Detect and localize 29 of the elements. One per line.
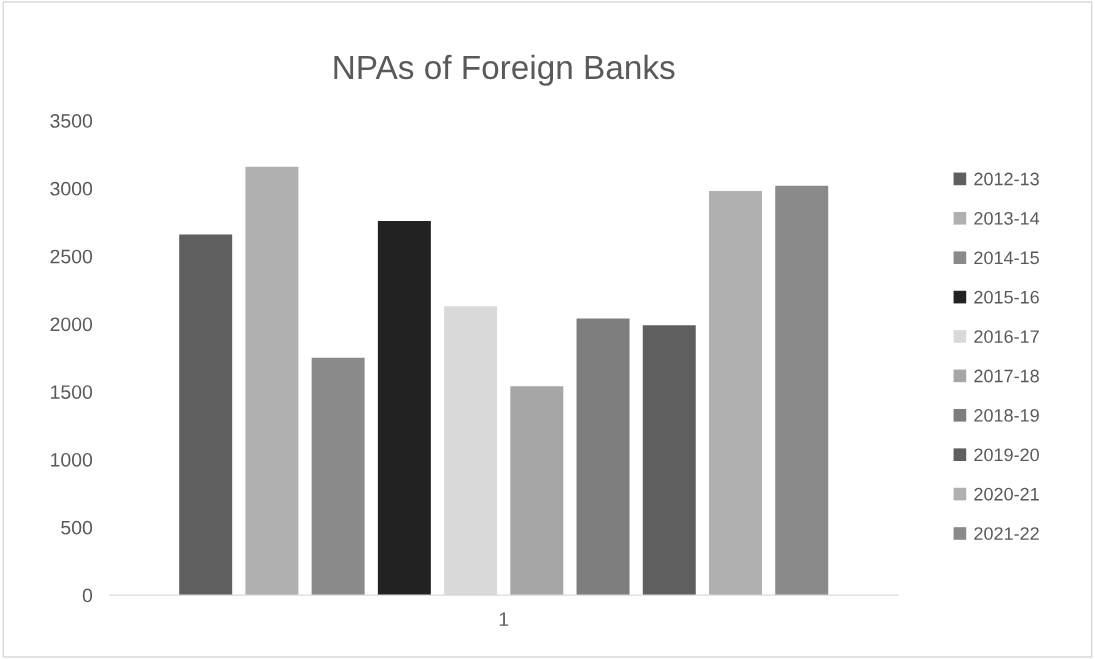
bar bbox=[245, 166, 299, 596]
legend-label: 2013-14 bbox=[974, 212, 1040, 225]
legend-label: 2019-20 bbox=[974, 448, 1039, 462]
legend-label: 2017-18 bbox=[974, 369, 1039, 383]
y-tick-label: 3500 bbox=[50, 114, 93, 128]
y-tick-label: 500 bbox=[61, 520, 93, 535]
y-tick-label: 2000 bbox=[50, 317, 93, 332]
bar bbox=[510, 386, 564, 596]
legend-label: 2015-16 bbox=[974, 290, 1039, 304]
y-tick-label: 1000 bbox=[51, 452, 93, 467]
chart-title: NPAs of Foreign Banks bbox=[334, 54, 675, 86]
y-tick-label: 3000 bbox=[50, 181, 93, 196]
y-tick-label: 2500 bbox=[50, 249, 93, 264]
x-tick-label: 1 bbox=[499, 612, 509, 626]
bar bbox=[642, 325, 696, 596]
legend-label: 2014-15 bbox=[974, 251, 1039, 265]
bar bbox=[775, 185, 829, 596]
y-tick-label: 1500 bbox=[51, 385, 93, 399]
bar bbox=[709, 191, 762, 596]
legend-label: 2018-19 bbox=[974, 409, 1039, 422]
bar bbox=[576, 318, 630, 596]
bar bbox=[179, 234, 233, 596]
legend-label: 2020-21 bbox=[974, 487, 1039, 501]
legend-label: 2012-13 bbox=[974, 172, 1039, 186]
y-tick-label: 0 bbox=[82, 588, 93, 603]
bar bbox=[311, 357, 365, 596]
legend-label: 2016-17 bbox=[974, 330, 1039, 343]
legend-label: 2021-22 bbox=[974, 527, 1039, 540]
bar bbox=[377, 220, 431, 596]
